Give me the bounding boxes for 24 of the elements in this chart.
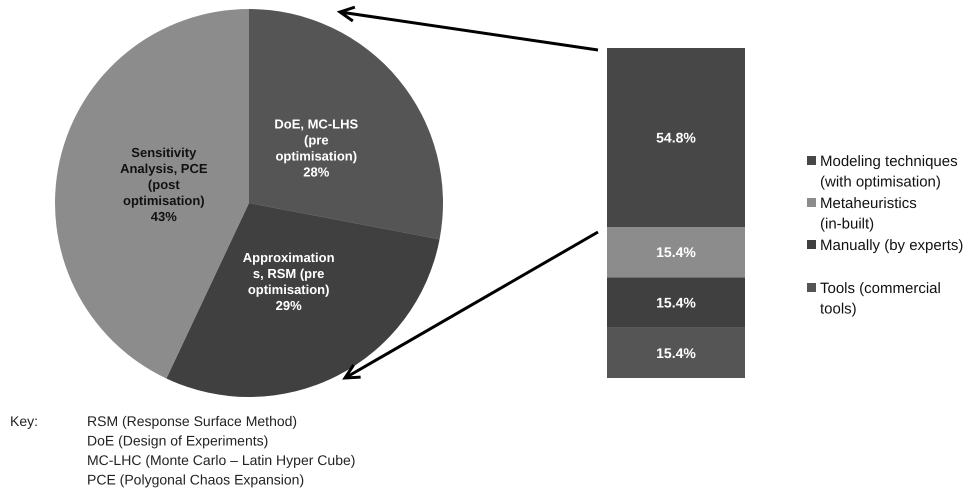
legend-label: Modeling techniques (with optimisation) (820, 153, 958, 190)
text: RSM (Response Surface Method) (87, 413, 298, 429)
data-label: 15.4% (656, 344, 696, 361)
bar (607, 227, 745, 278)
data-label: 43% (150, 208, 178, 224)
text: Key: (10, 413, 38, 429)
pie-slice (249, 9, 443, 240)
legend-label: Metaheuristics (in-built) (820, 195, 917, 232)
slice-label: Sensitivity Analysis, PCE (post optimisation) (120, 144, 208, 208)
bar (607, 328, 745, 378)
legend-label: Tools (commercial tools) (820, 280, 941, 318)
slice-label: DoE, MC-LHS (pre optimisation) (274, 116, 358, 164)
bar (607, 277, 745, 328)
text: PCE (Polygonal Chaos Expansion) (87, 472, 304, 488)
data-label: 28% (303, 164, 330, 180)
data-label: 15.4% (656, 294, 696, 311)
data-label: 29% (276, 298, 302, 313)
text: DoE (Design of Experiments) (87, 432, 268, 448)
bar (607, 48, 745, 228)
data-label: 15.4% (656, 244, 696, 260)
text: MC-LHC (Monte Carlo – Latin Hyper Cube) (87, 452, 356, 468)
data-label: 54.8% (656, 130, 696, 146)
legend-label: Manually (by experts) (820, 237, 964, 254)
slice-label: Approximations, RSM (pre optimisation) (242, 250, 335, 297)
